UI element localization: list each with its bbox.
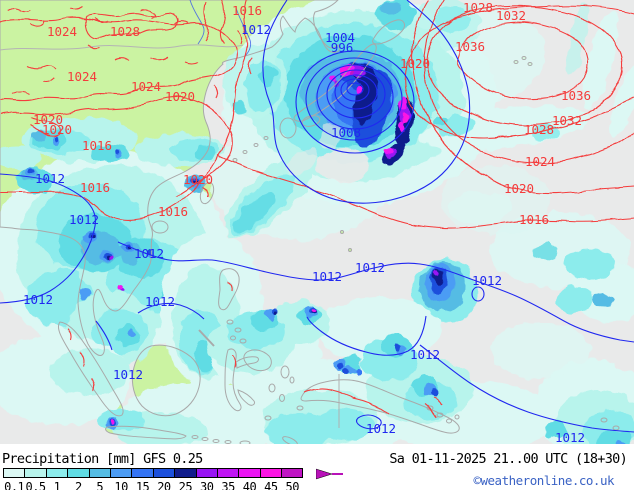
pressure-label: 1012: [134, 246, 164, 261]
pressure-label: 1016: [82, 138, 112, 153]
scale-overflow-arrow-icon: [316, 468, 343, 480]
pressure-label-layer: 1024 102810161024102410201020102010161020…: [23, 0, 591, 444]
weather-map: 1024 102810161024102410201020102010161020…: [0, 0, 634, 444]
pressure-label: 1012: [23, 292, 53, 307]
legend-tick-label: 40: [242, 480, 257, 490]
isobar-red-layer: [0, 0, 634, 418]
legend-tick-label: 35: [221, 480, 235, 490]
legend-tick-label: 10: [114, 480, 128, 490]
pressure-label: 1016: [519, 212, 549, 227]
pressure-label: 1012: [410, 347, 440, 362]
legend-tick-label: 2: [75, 480, 82, 490]
pressure-label: 1028: [463, 0, 493, 15]
pressure-label: 1012: [145, 294, 175, 309]
coastline-layer: [0, 0, 620, 444]
legend-color-segment: 10: [109, 468, 133, 490]
pressure-label: 1016: [232, 3, 262, 18]
pressure-label: 1016: [80, 180, 110, 195]
pressure-label: 1024: [47, 24, 77, 39]
pressure-label: 1012: [555, 430, 585, 444]
pressure-label: 1032: [552, 113, 582, 128]
forecast-datetime: Sa 01-11-2025 21..00 UTC (18+30): [389, 451, 627, 467]
pressure-label: 1012: [241, 22, 271, 37]
legend-tick-label: 1: [53, 480, 61, 490]
pressure-label: 1012: [312, 269, 342, 284]
copyright-text: ©weatheronline.co.uk: [473, 473, 614, 488]
legend-color-segment: 45: [259, 468, 283, 490]
legend-color-segment: 30: [195, 468, 218, 490]
pressure-label: 996: [331, 40, 354, 55]
legend-title: Precipitation [mm] GFS 0.25: [2, 451, 203, 467]
legend-tick-label: 45: [264, 480, 278, 490]
pressure-label: 1028: [524, 122, 554, 137]
pressure-label: 1012: [113, 367, 143, 382]
legend-color-segment: 1: [45, 468, 69, 490]
legend-color-segment: 0.1: [3, 468, 26, 490]
pressure-label: 1020: [183, 172, 213, 187]
pressure-label: 1024: [67, 69, 97, 84]
pressure-label: 1024: [525, 154, 555, 169]
legend-tick-label: 5: [96, 480, 104, 490]
legend-color-segment: 35: [216, 468, 240, 490]
pressure-label: 1012: [472, 273, 502, 288]
legend-color-segment: 25: [174, 468, 197, 490]
pressure-label: 1012: [366, 421, 396, 436]
legend-tick-label: 0.5: [25, 480, 46, 490]
legend-color-segment: 20: [152, 468, 176, 490]
pressure-label: 1020: [400, 56, 430, 71]
pressure-label: 1004: [325, 30, 355, 45]
legend-tick-label: 25: [178, 480, 193, 490]
pressure-label: 1020: [165, 89, 195, 104]
legend-tick-label: 50: [285, 480, 300, 490]
legend-tick-label: 30: [199, 480, 214, 490]
legend-tick-label: 0.1: [4, 480, 25, 490]
pressure-label: 1012: [69, 212, 99, 227]
legend-tick-label: 20: [157, 480, 171, 490]
legend-color-segment: 15: [131, 468, 154, 490]
pressure-label: 1012: [35, 171, 65, 186]
pressure-label: 1016: [158, 204, 188, 219]
pressure-label: 1036: [561, 88, 591, 103]
legend-color-segment: 50: [281, 468, 304, 490]
legend-tick-label: 15: [135, 480, 150, 490]
legend-color-segment: 0.5: [24, 468, 47, 490]
legend-color-segment: 2: [67, 468, 90, 490]
pressure-label: 1012: [355, 260, 385, 275]
pressure-label: 1036: [455, 39, 485, 54]
precipitation-color-scale: 0.1 0.5 1 2 5 10 15 20 25 30 35 40 45 50: [3, 468, 304, 490]
pressure-label: 1028: [110, 24, 140, 39]
pressure-label: 1020: [42, 122, 72, 137]
pressure-label: 1024: [131, 79, 161, 94]
pressure-label: 1008: [331, 125, 361, 140]
legend-color-segment: 40: [238, 468, 261, 490]
pressure-label: 1020: [33, 112, 63, 127]
isobar-blue-layer: [0, 0, 634, 433]
pressure-label: 1020: [504, 181, 534, 196]
pressure-label: 1032: [496, 8, 526, 23]
legend-color-segment: 5: [88, 468, 111, 490]
